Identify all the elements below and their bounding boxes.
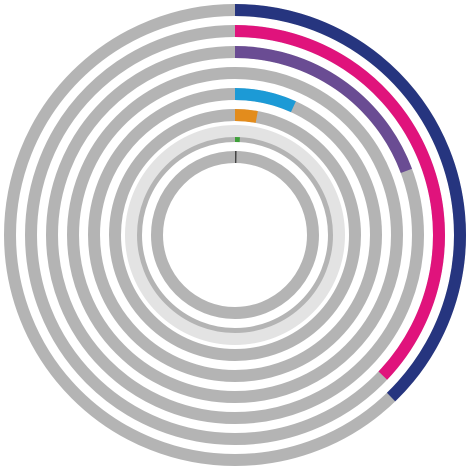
ring-track-8 (151, 151, 319, 319)
rings-layer (4, 4, 466, 466)
ring-value-arc-6[interactable] (234, 109, 258, 123)
ring-value-arc-5[interactable] (234, 88, 296, 113)
ring-value-arc-2[interactable] (234, 25, 445, 380)
ring-track-4 (67, 67, 403, 403)
ring-value-arc-3[interactable] (234, 46, 413, 173)
ring-value-arc-1[interactable] (234, 4, 466, 402)
center-ring (125, 125, 345, 345)
